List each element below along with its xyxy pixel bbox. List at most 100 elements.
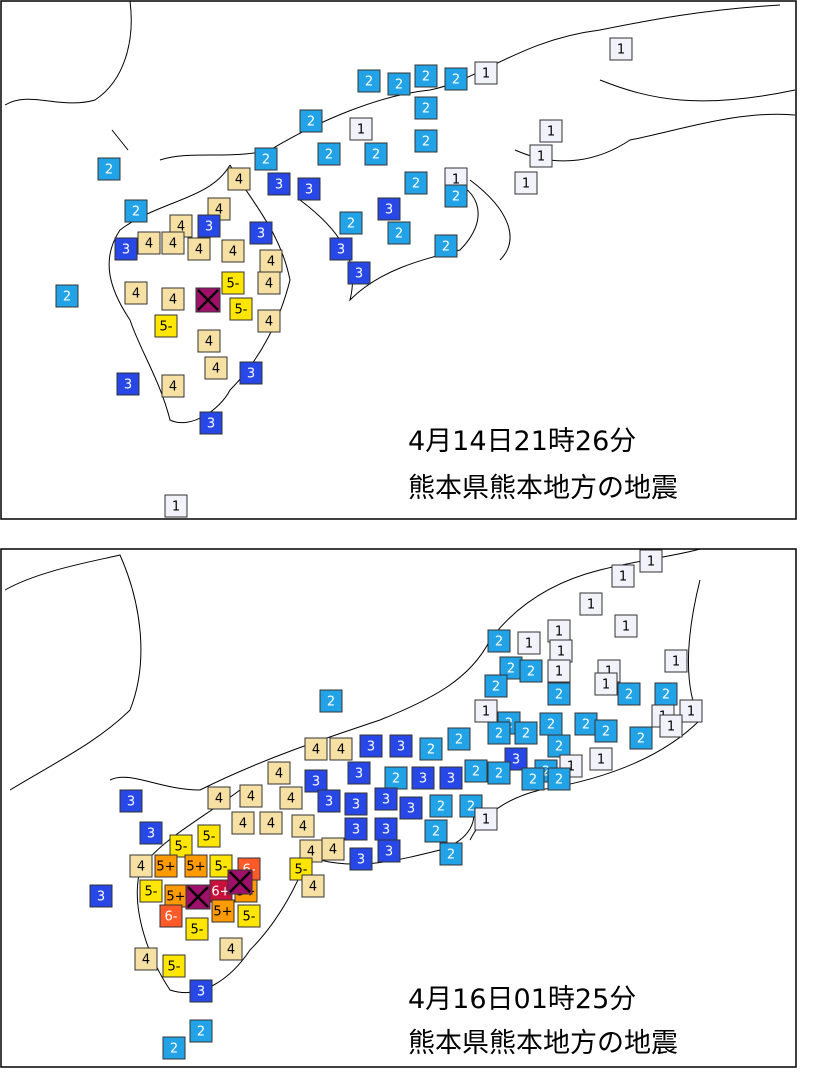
intensity-box: 2: [654, 682, 678, 706]
box-bg: [279, 786, 303, 810]
box-bg: [231, 811, 255, 835]
intensity-box: 2: [357, 69, 381, 93]
intensity-box: 4: [197, 329, 221, 353]
box-bg: [124, 199, 148, 223]
intensity-label: 5-: [168, 960, 181, 975]
intensity-box: 5-: [162, 954, 186, 978]
box-bg: [254, 147, 278, 171]
intensity-box: 1: [549, 639, 573, 663]
intensity-label: 2: [422, 102, 430, 117]
intensity-label: 2: [437, 800, 445, 815]
intensity-label: 4: [267, 817, 275, 832]
box-bg: [487, 629, 511, 653]
box-bg: [377, 197, 401, 221]
intensity-box: 4: [137, 231, 161, 255]
intensity-box: 5-: [237, 904, 261, 928]
epicenter: [195, 287, 221, 313]
box-bg: [547, 767, 571, 791]
box-bg: [487, 721, 511, 745]
intensity-box: 1: [679, 699, 703, 723]
intensity-label: 2: [132, 205, 140, 220]
intensity-label: 2: [507, 662, 515, 677]
intensity-label: 4: [212, 362, 220, 377]
intensity-box: 3: [89, 884, 113, 908]
intensity-label: 1: [482, 67, 490, 82]
intensity-box: 4: [124, 281, 148, 305]
intensity-label: 2: [442, 240, 450, 255]
box-bg: [547, 659, 571, 683]
intensity-label: 2: [495, 767, 503, 782]
intensity-box: 3: [399, 796, 423, 820]
intensity-label: 4: [142, 953, 150, 968]
intensity-box: 1: [474, 807, 498, 831]
intensity-label: 4: [265, 315, 273, 330]
intensity-box: 3: [359, 734, 383, 758]
box-bg: [347, 261, 371, 285]
intensity-label: 2: [432, 825, 440, 840]
box-bg: [484, 674, 508, 698]
box-bg: [321, 837, 345, 861]
intensity-label: 4: [205, 335, 213, 350]
box-bg: [197, 329, 221, 353]
intensity-label: 3: [305, 183, 313, 198]
intensity-label: 2: [372, 148, 380, 163]
intensity-label: 5+: [166, 890, 185, 905]
intensity-label: 4: [299, 820, 307, 835]
intensity-label: 2: [412, 177, 420, 192]
box-bg: [349, 847, 373, 871]
intensity-box: 2: [519, 659, 543, 683]
intensity-box: 1: [474, 61, 498, 85]
intensity-box: 4: [231, 811, 255, 835]
intensity-box: 1: [547, 659, 571, 683]
box-bg: [189, 979, 213, 1003]
box-bg: [344, 817, 368, 841]
intensity-box: 1: [614, 614, 638, 638]
box-bg: [529, 144, 553, 168]
intensity-label: 5-: [235, 303, 248, 318]
intensity-box: 2: [387, 72, 411, 96]
intensity-box: 1: [579, 592, 603, 616]
box-bg: [197, 824, 221, 848]
intensity-label: 3: [512, 753, 520, 768]
box-bg: [119, 789, 143, 813]
intensity-box: 6-: [159, 904, 183, 928]
intensity-label: 4: [227, 943, 235, 958]
intensity-box: 2: [404, 171, 428, 195]
intensity-label: 4: [307, 845, 315, 860]
intensity-label: 2: [197, 1025, 205, 1040]
box-bg: [617, 682, 641, 706]
intensity-label: 5-: [243, 910, 256, 925]
intensity-box: 2: [617, 682, 641, 706]
intensity-box: 4: [329, 737, 353, 761]
intensity-label: 2: [422, 70, 430, 85]
intensity-box: 3: [114, 237, 138, 261]
box-bg: [517, 631, 541, 655]
intensity-label: 2: [422, 135, 430, 150]
box-bg: [664, 649, 688, 673]
box-bg: [209, 854, 233, 878]
intensity-label: 6-: [165, 910, 178, 925]
caption-date: 4月16日01時25分: [408, 984, 636, 1015]
intensity-box: 3: [189, 979, 213, 1003]
intensity-label: 4: [265, 277, 273, 292]
box-bg: [161, 374, 185, 398]
box-bg: [629, 726, 653, 750]
box-bg: [189, 1019, 213, 1043]
intensity-box: 3: [116, 372, 140, 396]
intensity-box: 2: [629, 726, 653, 750]
intensity-box: 4: [227, 167, 251, 191]
box-bg: [134, 947, 158, 971]
intensity-box: 2: [444, 67, 468, 91]
intensity-box: 3: [329, 237, 353, 261]
intensity-box: 4: [257, 271, 281, 295]
box-bg: [184, 854, 208, 878]
intensity-label: 2: [347, 217, 355, 232]
box-bg: [267, 761, 291, 785]
intensity-box: 1: [349, 117, 373, 141]
intensity-label: 2: [327, 695, 335, 710]
box-bg: [259, 811, 283, 835]
intensity-label: 5-: [203, 830, 216, 845]
box-bg: [539, 119, 563, 143]
intensity-label: 5-: [160, 320, 173, 335]
